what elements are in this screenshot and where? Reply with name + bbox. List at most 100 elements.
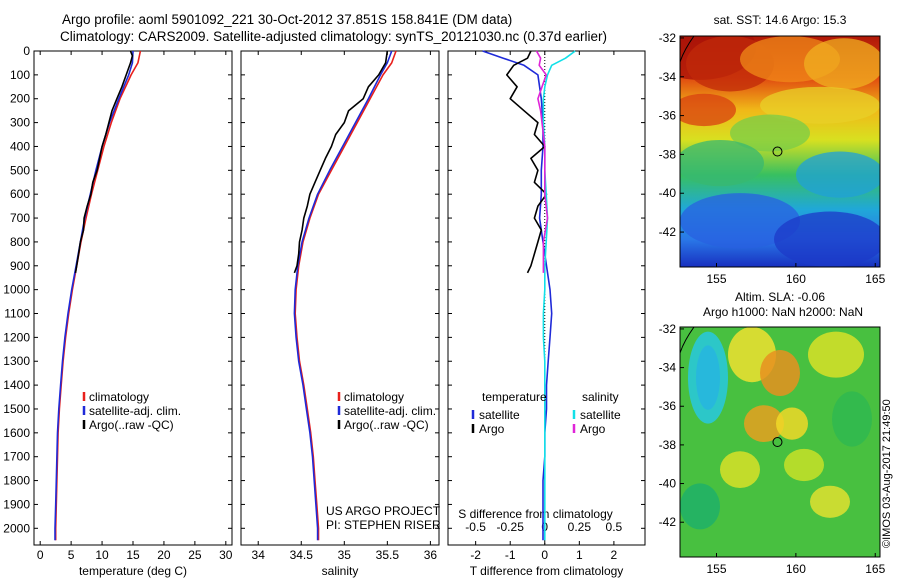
x-axis-label-temperature: temperature (deg C) <box>79 564 187 578</box>
sla-patch <box>784 448 824 482</box>
x-tick-label-difference: 1 <box>576 548 583 562</box>
map-frame-sla_map <box>679 326 881 558</box>
y-tick-label: 800 <box>10 235 30 249</box>
series-line-salinity-argo-raw-qc- <box>293 50 389 274</box>
y-tick-label: 600 <box>10 187 30 201</box>
sst-patch <box>680 139 764 187</box>
sst-patch <box>680 93 736 127</box>
map-y-tick-label: -34 <box>659 70 677 84</box>
x2-tick-label: 0.5 <box>606 520 623 534</box>
sla-patch <box>720 451 760 488</box>
map-x-tick-label: 165 <box>865 272 885 286</box>
x2-axis-label: S difference from climatology <box>458 507 613 521</box>
sst-patch <box>804 38 880 90</box>
sst-map-title: sat. SST: 14.6 Argo: 15.3 <box>714 13 847 27</box>
title-line-1: Argo profile: aoml 5901092_221 30-Oct-20… <box>62 12 513 27</box>
map-y-tick-label: -38 <box>659 438 677 452</box>
map-y-tick-label: -32 <box>659 31 677 45</box>
map-y-tick-label: -38 <box>659 147 677 161</box>
legend-label-temperature: climatology <box>89 390 149 404</box>
map-y-tick-label: -42 <box>659 225 677 239</box>
coastline <box>680 327 695 354</box>
panel-frame-difference <box>447 50 646 546</box>
pi-label: PI: STEPHEN RISER <box>326 518 441 532</box>
x-axis-label-difference: T difference from climatology <box>470 564 624 578</box>
series-line-difference-temperature-satellite <box>482 50 553 541</box>
sst-patch <box>774 211 880 267</box>
y-tick-label: 500 <box>10 163 30 177</box>
y-tick-label: 1600 <box>3 426 30 440</box>
series-line-difference-temperature-argo <box>505 50 548 274</box>
y-tick-label: 1300 <box>3 354 30 368</box>
map-x-tick-label: 165 <box>865 562 885 576</box>
map-frame-sst_map <box>679 35 881 268</box>
x-tick-label-temperature: 5 <box>68 548 75 562</box>
sst-patch <box>680 193 800 249</box>
x-tick-label-difference: -1 <box>505 548 516 562</box>
x-tick-label-temperature: 10 <box>95 548 109 562</box>
sla-patch <box>744 405 784 442</box>
map-image-sst_map <box>680 36 880 267</box>
sla-patch <box>760 350 800 396</box>
map-y-tick-label: -40 <box>659 477 677 491</box>
x2-tick-label: -0.5 <box>465 520 486 534</box>
sla-map-subtitle: Argo h1000: NaN h2000: NaN <box>703 305 863 319</box>
y-tick-label: 900 <box>10 259 30 273</box>
sla-map-title: Altim. SLA: -0.06 <box>735 290 825 304</box>
x-tick-label-difference: 2 <box>611 548 618 562</box>
sla-patch <box>832 391 872 447</box>
y-tick-label: 1800 <box>3 474 30 488</box>
y-tick-label: 1400 <box>3 378 30 392</box>
y-tick-label: 200 <box>10 92 30 106</box>
x-tick-label-salinity: 34 <box>252 548 266 562</box>
x-tick-label-salinity: 35.5 <box>376 548 400 562</box>
series-line-temperature-satellite-adj-clim- <box>54 50 134 541</box>
panel-frame-temperature <box>33 50 233 546</box>
y-tick-label: 100 <box>10 68 30 82</box>
legend-title-salinity: salinity <box>582 390 619 404</box>
x-tick-label-difference: -2 <box>470 548 481 562</box>
series-line-salinity-satellite-adj-clim- <box>293 50 393 541</box>
legend-label-temperature: Argo(..raw -QC) <box>89 418 174 432</box>
sla-patch <box>688 331 728 424</box>
legend-label-salinity: satellite-adj. clim. <box>344 404 436 418</box>
x2-tick-label: -0.25 <box>497 520 525 534</box>
sla-patch <box>680 483 720 530</box>
x-axis-label-salinity: salinity <box>322 564 359 578</box>
x-tick-label-temperature: 25 <box>188 548 202 562</box>
x-tick-label-salinity: 36 <box>424 548 438 562</box>
x-tick-label-difference: 0 <box>541 548 548 562</box>
legend-label-temperature: satellite-adj. clim. <box>89 404 181 418</box>
x-tick-label-salinity: 35 <box>338 548 352 562</box>
x2-tick-label: 0.25 <box>568 520 592 534</box>
map-x-tick-label: 155 <box>706 272 726 286</box>
legend-label-salinity: Argo(..raw -QC) <box>344 418 429 432</box>
legend-label-temperature: Argo <box>479 422 505 436</box>
map-y-tick-label: -34 <box>659 361 677 375</box>
y-tick-label: 400 <box>10 139 30 153</box>
x-tick-label-temperature: 30 <box>219 548 233 562</box>
title-line-2: Climatology: CARS2009. Satellite-adjuste… <box>60 29 608 44</box>
map-y-tick-label: -32 <box>659 322 677 336</box>
map-y-tick-label: -40 <box>659 186 677 200</box>
y-tick-label: 700 <box>10 211 30 225</box>
x-tick-label-salinity: 34.5 <box>290 548 314 562</box>
legend-label-salinity: Argo <box>580 422 606 436</box>
panel-frame-salinity <box>240 50 440 546</box>
y-tick-label: 1500 <box>3 402 30 416</box>
project-label: US ARGO PROJECT <box>326 504 441 518</box>
series-line-temperature-climatology <box>54 50 142 541</box>
series-line-temperature-argo-raw-qc- <box>74 50 134 274</box>
sla-patch <box>810 485 850 518</box>
y-tick-label: 1000 <box>3 283 30 297</box>
x-tick-label-temperature: 0 <box>37 548 44 562</box>
sla-patch <box>776 407 808 440</box>
map-x-tick-label: 160 <box>786 272 806 286</box>
sla-patch <box>808 331 864 378</box>
y-tick-label: 1700 <box>3 450 30 464</box>
series-line-difference-salinity-satellite <box>542 50 576 541</box>
sst-patch <box>760 86 880 124</box>
argo-position-marker <box>772 146 783 157</box>
map-y-tick-label: -36 <box>659 399 677 413</box>
